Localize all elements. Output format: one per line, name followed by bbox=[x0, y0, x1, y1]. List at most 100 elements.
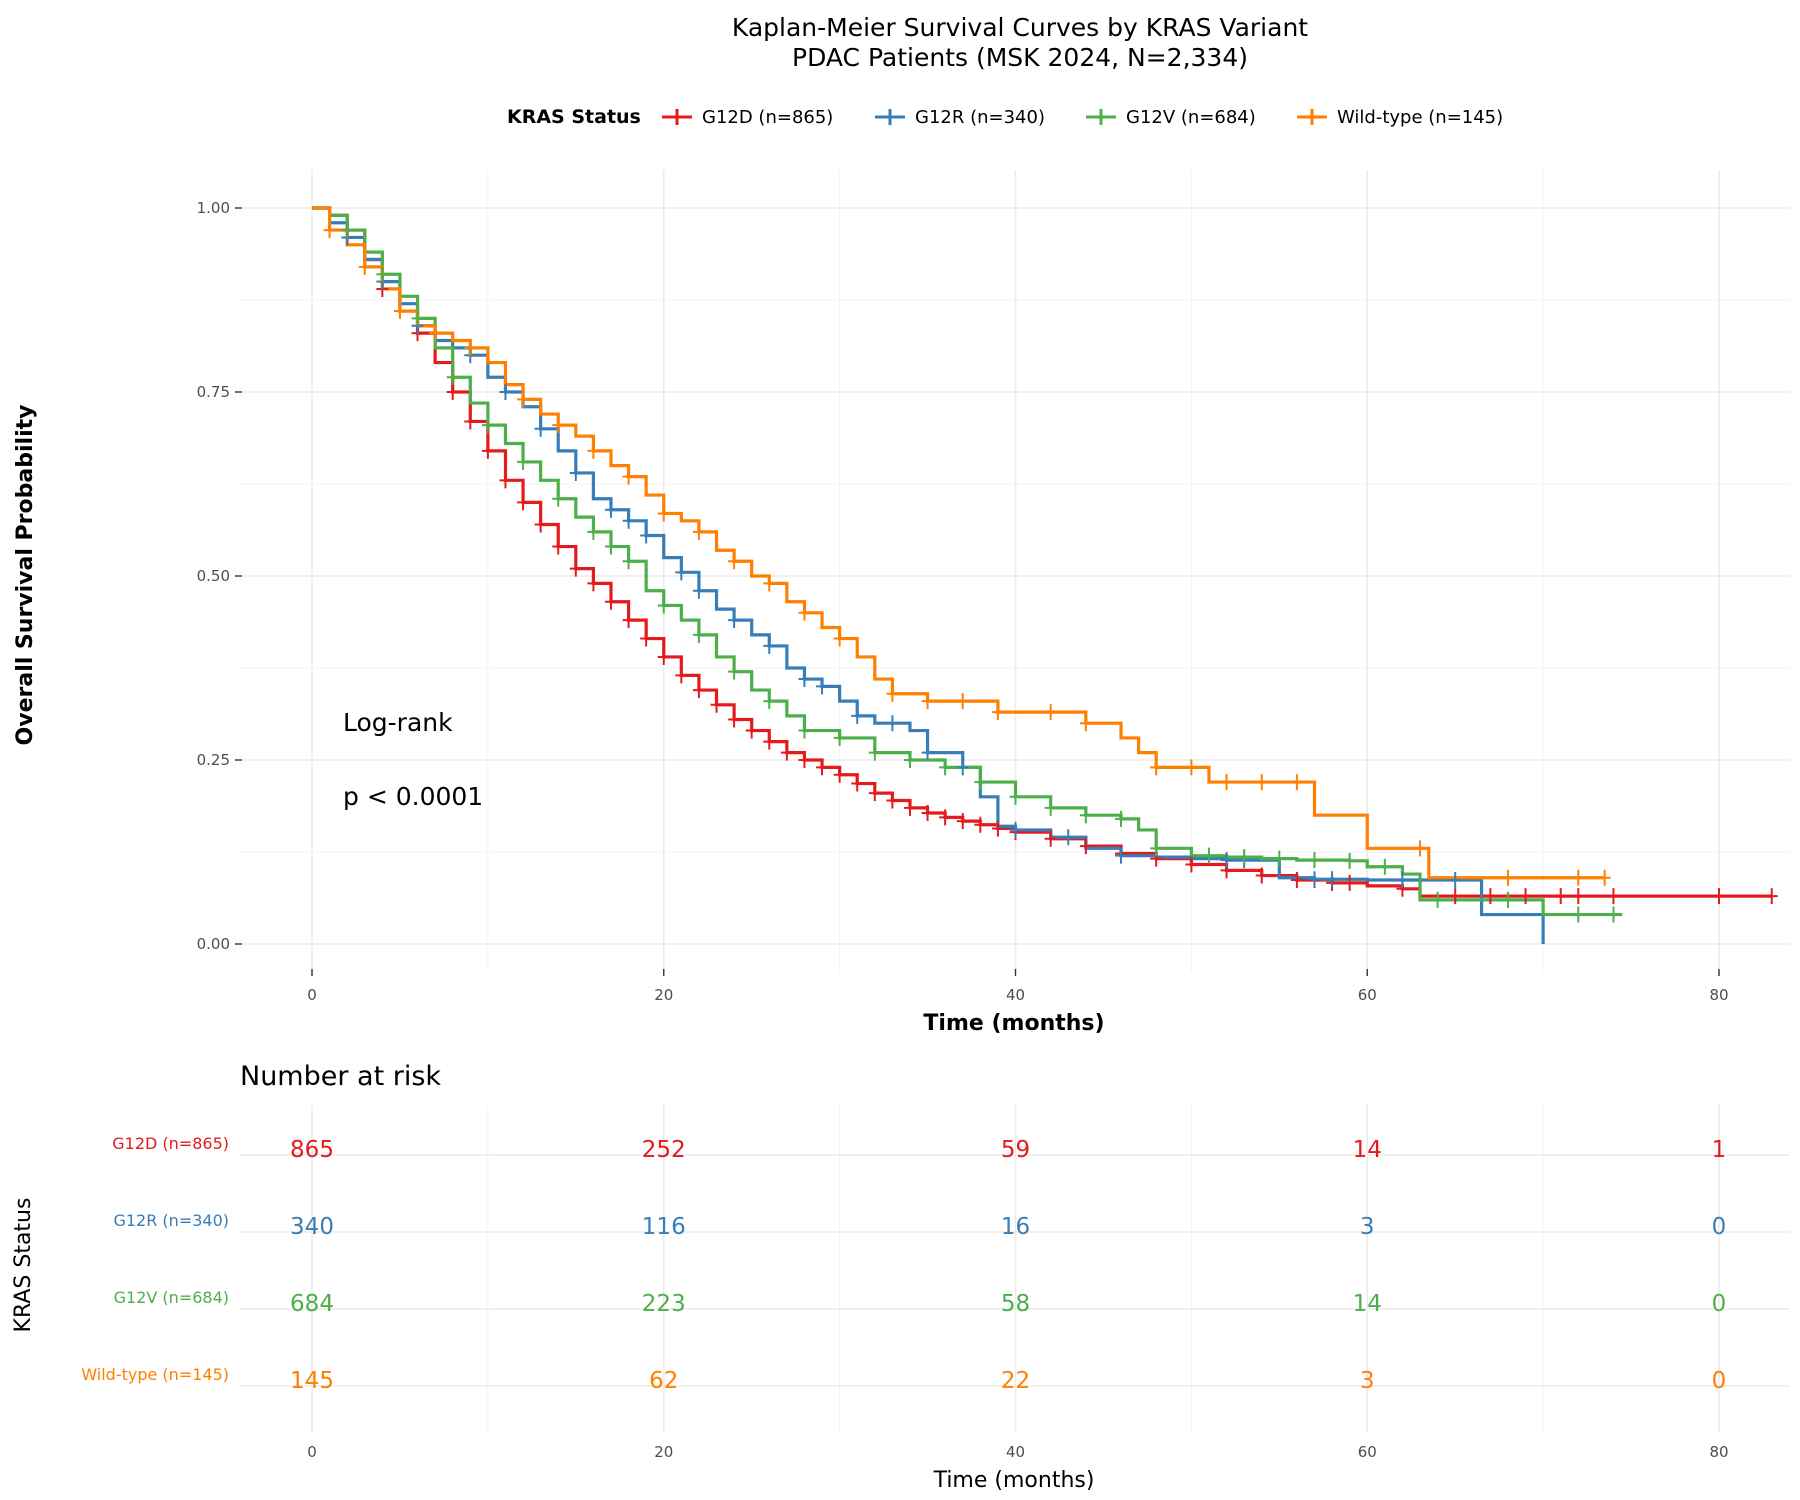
censor-mark-g12d bbox=[1290, 871, 1303, 888]
risk-grid bbox=[240, 1105, 1790, 1432]
censor-mark-g12v bbox=[411, 310, 424, 327]
risk-x-ticks: 0 20 40 60 80 bbox=[307, 1443, 1728, 1461]
legend-label-g12v: G12V (n=684) bbox=[1126, 107, 1256, 128]
censor-mark-g12v bbox=[1009, 788, 1022, 805]
censor-mark-g12v bbox=[1273, 850, 1286, 867]
censor-mark-g12d bbox=[604, 593, 617, 610]
pvalue-label: p < 0.0001 bbox=[343, 782, 483, 811]
y-tick-label: 0.25 bbox=[197, 751, 230, 769]
risk-count-wild-type: 22 bbox=[1001, 1368, 1030, 1394]
censor-mark-wild-type bbox=[833, 630, 846, 647]
censor-mark-g12v bbox=[1501, 891, 1514, 908]
censor-mark-wild-type bbox=[728, 553, 741, 570]
censor-mark-g12r bbox=[1220, 852, 1233, 869]
censor-mark-wild-type bbox=[1501, 869, 1514, 886]
censor-mark-g12d bbox=[1255, 867, 1268, 884]
censor-mark-g12d bbox=[1519, 888, 1532, 905]
censor-mark-g12v bbox=[798, 722, 811, 739]
main-plot: 0.00 0.25 0.50 0.75 1.00 0 20 40 60 80 bbox=[197, 170, 1790, 1004]
censor-mark-wild-type bbox=[1044, 704, 1057, 721]
censor-mark-g12r bbox=[692, 582, 705, 599]
censor-mark-wild-type bbox=[429, 325, 442, 342]
censor-mark-g12v bbox=[728, 663, 741, 680]
censor-mark-g12r bbox=[956, 759, 969, 776]
censor-mark-g12d bbox=[833, 766, 846, 783]
censor-mark-g12v bbox=[1308, 852, 1321, 869]
curve-g12r bbox=[312, 206, 1545, 944]
censor-mark-wild-type bbox=[517, 391, 530, 408]
censor-mark-g12d bbox=[1554, 888, 1567, 905]
y-tick-label: 0.50 bbox=[197, 567, 230, 585]
risk-x-tick-label: 80 bbox=[1709, 1443, 1728, 1461]
risk-count-wild-type: 62 bbox=[649, 1368, 678, 1394]
censor-mark-g12v bbox=[376, 266, 389, 283]
censor-mark-g12v bbox=[1115, 810, 1128, 827]
censor-mark-g12d bbox=[1713, 888, 1725, 905]
x-tick-label: 80 bbox=[1709, 986, 1728, 1004]
censor-mark-g12v bbox=[1572, 906, 1585, 923]
censor-mark-g12v bbox=[1431, 891, 1444, 908]
censor-mark-g12v bbox=[446, 369, 459, 386]
legend-title: KRAS Status bbox=[507, 106, 641, 128]
risk-count-wild-type: 3 bbox=[1360, 1368, 1375, 1394]
chart-title-line1: Kaplan-Meier Survival Curves by KRAS Var… bbox=[732, 13, 1308, 42]
censor-mark-wild-type bbox=[956, 693, 969, 710]
censor-mark-wild-type bbox=[393, 303, 406, 320]
censor-mark-g12r bbox=[1115, 847, 1128, 864]
censor-mark-g12v bbox=[657, 597, 670, 614]
legend-label-wild-type: Wild-type (n=145) bbox=[1337, 107, 1503, 128]
censor-mark-g12d bbox=[710, 696, 723, 713]
censor-mark-g12v bbox=[552, 490, 565, 507]
censor-mark-g12d bbox=[728, 711, 741, 728]
censor-mark-g12d bbox=[1765, 888, 1778, 905]
risk-count-wild-type: 0 bbox=[1712, 1368, 1727, 1394]
risk-count-g12d: 1 bbox=[1712, 1137, 1727, 1163]
censor-mark-g12d bbox=[851, 775, 864, 792]
censor-mark-wild-type bbox=[358, 258, 371, 275]
censor-mark-wild-type bbox=[1150, 759, 1163, 776]
censor-mark-g12d bbox=[534, 516, 547, 533]
risk-y-axis-title: KRAS Status bbox=[11, 1198, 36, 1333]
censor-mark-g12d bbox=[464, 413, 477, 430]
censor-mark-g12d bbox=[921, 804, 934, 821]
censor-mark-g12d bbox=[692, 682, 705, 699]
censor-mark-wild-type bbox=[1572, 869, 1585, 886]
censor-mark-g12r bbox=[499, 384, 512, 400]
censor-mark-g12v bbox=[974, 774, 987, 791]
censor-mark-g12d bbox=[640, 630, 653, 647]
censor-mark-g12r bbox=[728, 612, 741, 629]
censor-mark-g12v bbox=[1150, 840, 1163, 857]
censor-mark-g12v bbox=[604, 538, 617, 555]
censor-mark-g12d bbox=[1572, 888, 1585, 905]
legend-key-g12v bbox=[1086, 109, 1116, 125]
censor-mark-g12d bbox=[1607, 888, 1620, 905]
censor-mark-g12v bbox=[939, 759, 952, 776]
curve-g12d bbox=[312, 206, 1772, 898]
y-tick-label: 0.75 bbox=[197, 383, 230, 401]
risk-count-g12r: 16 bbox=[1001, 1214, 1030, 1240]
y-tick-label: 1.00 bbox=[197, 199, 230, 217]
censor-mark-g12v bbox=[763, 693, 776, 710]
risk-count-g12v: 0 bbox=[1712, 1291, 1727, 1317]
censor-mark-g12d bbox=[1449, 888, 1462, 905]
censor-mark-wild-type bbox=[692, 523, 705, 540]
risk-count-g12r: 0 bbox=[1712, 1214, 1727, 1240]
censor-mark-g12v bbox=[1607, 906, 1620, 923]
censor-mark-wild-type bbox=[1255, 774, 1268, 791]
censor-mark-g12d bbox=[798, 752, 811, 768]
censor-mark-wild-type bbox=[587, 442, 600, 459]
censor-mark-g12r bbox=[534, 420, 547, 437]
legend-key-g12d bbox=[662, 109, 692, 125]
censor-mark-g12v bbox=[1343, 852, 1356, 869]
censor-mark-wild-type bbox=[991, 704, 1004, 721]
censor-mark-g12r bbox=[1009, 821, 1022, 838]
risk-count-wild-type: 145 bbox=[290, 1368, 334, 1394]
risk-table-title: Number at risk bbox=[240, 1061, 441, 1092]
x-tick-label: 0 bbox=[307, 986, 317, 1004]
censor-mark-g12d bbox=[780, 744, 793, 761]
censor-mark-g12v bbox=[1044, 799, 1057, 816]
risk-x-axis-title: Time (months) bbox=[933, 1468, 1095, 1493]
censor-mark-wild-type bbox=[622, 468, 635, 485]
